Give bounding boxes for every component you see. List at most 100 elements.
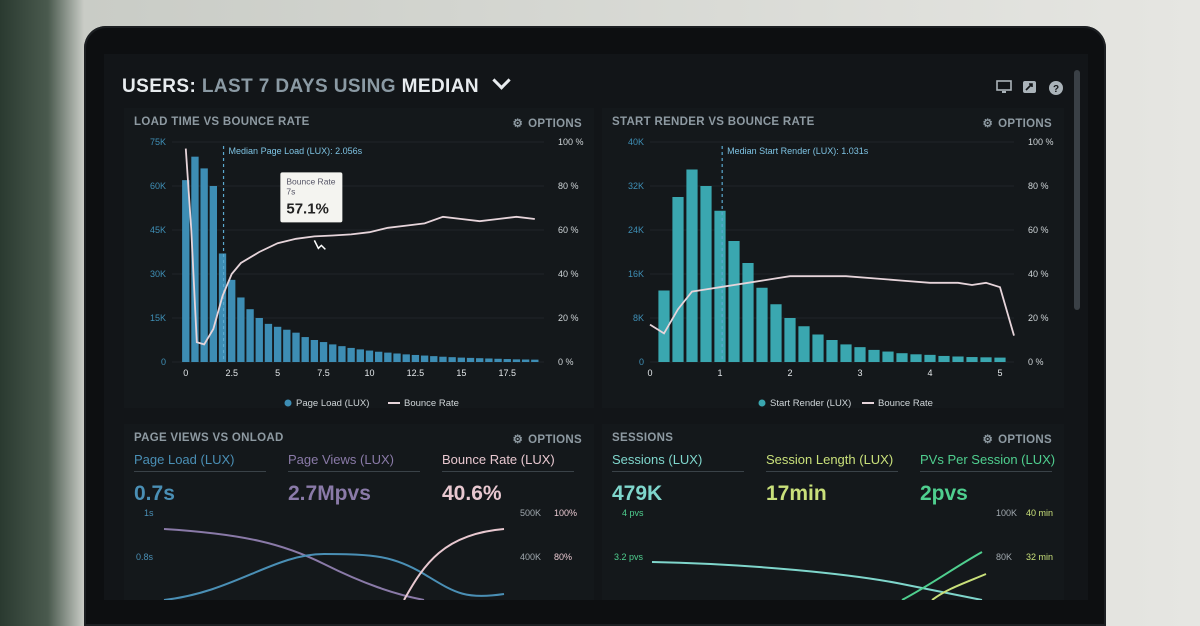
- load-bounce-chart: 0 15K 30K 45K 60K 75K 0 % 20 % 40 % 60 % 80 % 100 %…: [150, 137, 584, 408]
- y-tick-label: 16K: [628, 269, 644, 279]
- bar: [448, 357, 456, 362]
- metric-underline: [288, 471, 420, 472]
- x-tick-label: 15: [456, 368, 466, 378]
- y-tick-label: 45K: [150, 225, 166, 235]
- scrollbar[interactable]: [1074, 70, 1080, 310]
- metric-card: Page Load (LUX) 0.7s: [134, 452, 266, 506]
- sessions-line: [651, 561, 983, 600]
- y-right-tick-label: 100 %: [1028, 137, 1054, 147]
- bar: [310, 340, 319, 362]
- options-label: OPTIONS: [998, 118, 1052, 130]
- options-button[interactable]: ⚙ OPTIONS: [983, 116, 1052, 130]
- x-tick-label: 5: [997, 368, 1002, 378]
- metric-card: Sessions (LUX) 479K: [612, 452, 744, 506]
- bar: [218, 253, 227, 362]
- title-prefix: USERS:: [122, 76, 197, 97]
- metric-label: Page Load (LUX): [134, 452, 235, 467]
- right-tick-label: 100K: [996, 508, 1017, 518]
- metric-label: Bounce Rate (LUX): [442, 452, 555, 467]
- dashboard-screen: USERS: LAST 7 DAYS USING MEDIAN ? LOAD T…: [104, 54, 1088, 600]
- metric-card: Bounce Rate (LUX) 40.6%: [442, 452, 574, 506]
- options-button[interactable]: ⚙ OPTIONS: [513, 116, 582, 130]
- bar: [952, 356, 964, 362]
- legend-bars-swatch: [758, 399, 766, 407]
- options-label: OPTIONS: [528, 434, 582, 446]
- page-views-line: [163, 528, 425, 600]
- monitor-icon[interactable]: [996, 80, 1012, 94]
- metric-card: PVs Per Session (LUX) 2pvs: [920, 452, 1055, 506]
- bar: [742, 263, 754, 362]
- panel-title: START RENDER VS BOUNCE RATE: [612, 116, 815, 128]
- y-right-tick-label: 60 %: [558, 225, 579, 235]
- right-tick-label: 500K: [520, 508, 541, 518]
- x-tick-label: 10: [364, 368, 374, 378]
- metric-value: 40.6%: [442, 482, 502, 505]
- y-tick-label: 8K: [633, 313, 644, 323]
- left-tick-label: 3.2 pvs: [614, 552, 644, 562]
- bar: [812, 334, 824, 362]
- cursor-icon: [313, 240, 326, 250]
- x-tick-label: 2.5: [225, 368, 238, 378]
- y-right-tick-label: 20 %: [1028, 313, 1049, 323]
- bar: [338, 346, 346, 362]
- tooltip-box: [280, 172, 343, 223]
- bar: [882, 351, 894, 362]
- options-button[interactable]: ⚙ OPTIONS: [983, 432, 1052, 446]
- bar: [347, 347, 355, 362]
- y-tick-label: 75K: [150, 137, 166, 147]
- tooltip-label: Bounce Rate: [286, 176, 335, 186]
- right-tick-label: 100%: [554, 508, 577, 518]
- median-label: Median Start Render (LUX): 1.031s: [727, 146, 869, 156]
- bar: [503, 359, 511, 362]
- right-tick-label: 40 min: [1026, 508, 1053, 518]
- bar: [686, 169, 698, 362]
- x-tick-label: 7.5: [317, 368, 330, 378]
- y-right-tick-label: 40 %: [558, 269, 579, 279]
- render-bounce-chart: 0 8K 16K 24K 32K 40K 0 % 20 % 40 % 60 % 80 % 100 % 0…: [628, 137, 1054, 408]
- bar: [854, 347, 866, 362]
- help-icon[interactable]: ?: [1048, 80, 1064, 95]
- x-tick-label: 1: [717, 368, 722, 378]
- bar: [770, 304, 782, 362]
- x-tick-label: 3: [857, 368, 862, 378]
- right-tick-label: 80%: [554, 552, 572, 562]
- bar: [246, 309, 254, 362]
- bar: [868, 349, 880, 362]
- bar: [531, 359, 539, 362]
- bar: [924, 354, 936, 362]
- bar: [840, 344, 852, 362]
- metric-underline: [920, 471, 1052, 472]
- title-period: LAST 7 DAYS: [201, 76, 329, 97]
- bar: [672, 197, 684, 362]
- y-tick-label: 15K: [150, 313, 166, 323]
- bar: [329, 344, 337, 362]
- y-right-tick-label: 80 %: [558, 181, 579, 191]
- left-tick-label: 1s: [144, 508, 154, 518]
- bar: [938, 355, 950, 362]
- bar: [273, 326, 282, 362]
- legend-bars-label: Page Load (LUX): [296, 398, 369, 408]
- bar: [228, 279, 236, 362]
- median-label: Median Page Load (LUX): 2.056s: [229, 146, 363, 156]
- bar: [365, 350, 374, 362]
- bar: [411, 354, 420, 362]
- y-right-tick-label: 0 %: [1028, 357, 1044, 367]
- bar: [439, 356, 447, 362]
- bar: [264, 323, 273, 362]
- options-button[interactable]: ⚙ OPTIONS: [513, 432, 582, 446]
- bar: [182, 180, 190, 362]
- page-title[interactable]: USERS: LAST 7 DAYS USING MEDIAN: [122, 71, 511, 98]
- metric-value: 0.7s: [134, 482, 175, 505]
- share-icon[interactable]: [1022, 80, 1038, 94]
- tooltip-value: 57.1%: [286, 200, 329, 217]
- left-tick-label: 4 pvs: [622, 508, 644, 518]
- y-tick-label: 0: [161, 357, 166, 367]
- x-tick-label: 2: [787, 368, 792, 378]
- chevron-down-icon[interactable]: [491, 71, 511, 90]
- bounce-rate-line: [184, 148, 535, 346]
- bar: [209, 186, 218, 362]
- legend-bars-label: Start Render (LUX): [770, 398, 851, 408]
- metric-underline: [612, 471, 744, 472]
- metric-underline: [134, 471, 266, 472]
